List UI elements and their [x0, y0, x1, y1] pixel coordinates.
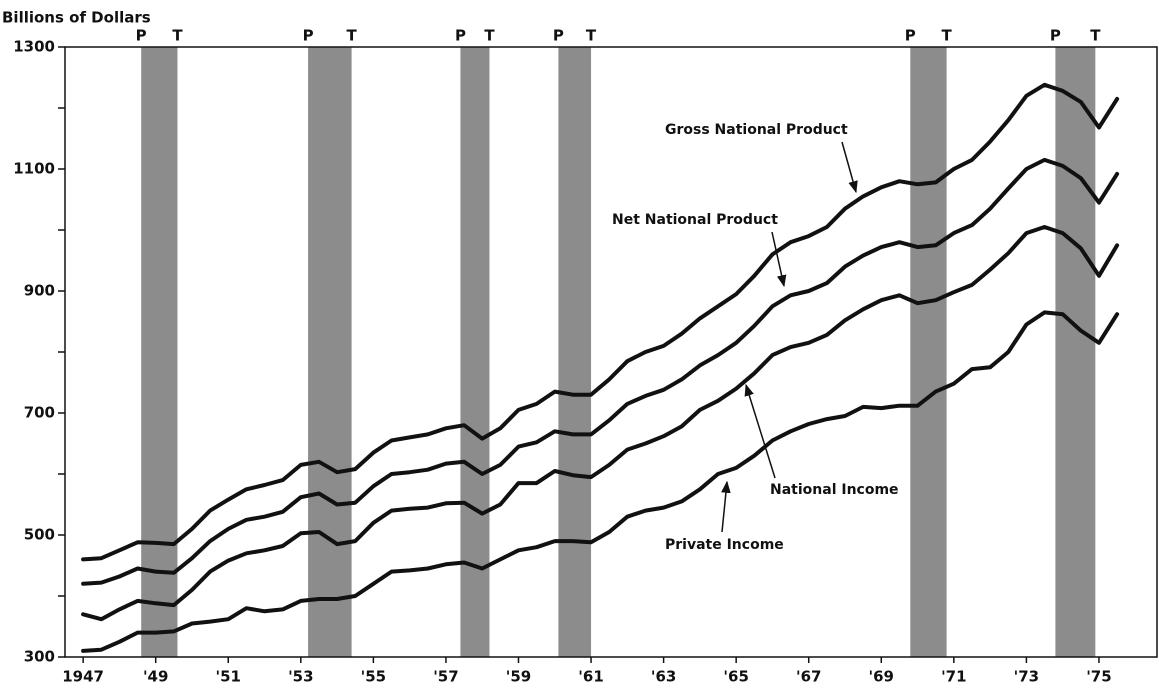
x-tick-label: '51 — [216, 668, 241, 686]
trough-label: T — [172, 27, 183, 45]
recession-band — [1055, 47, 1096, 657]
x-tick-label: '55 — [361, 668, 386, 686]
trough-label: T — [941, 27, 952, 45]
arrow — [771, 231, 787, 288]
y-tick-label: 900 — [24, 282, 55, 300]
x-tick-label: '63 — [651, 668, 676, 686]
x-tick-label: '67 — [796, 668, 821, 686]
x-tick-label: '57 — [433, 668, 458, 686]
x-tick-label: '53 — [288, 668, 313, 686]
x-tick-label: 1947 — [62, 668, 104, 686]
y-axis-label: Billions of Dollars — [2, 9, 151, 27]
y-tick-label: 500 — [24, 526, 55, 544]
series-line — [81, 157, 1120, 586]
series-line — [81, 82, 1120, 562]
recession-band — [141, 47, 178, 657]
recession-band — [460, 47, 490, 657]
arrow — [721, 480, 731, 533]
x-tick-label: '75 — [1086, 668, 1111, 686]
annotations: Gross National Product Net National Prod… — [612, 122, 899, 553]
peak-label: P — [303, 27, 314, 45]
trough-label: T — [1090, 27, 1101, 45]
recession-band — [308, 47, 352, 657]
arrow — [744, 383, 776, 479]
x-tick-label: '49 — [143, 668, 168, 686]
peak-label: P — [136, 27, 147, 45]
x-tick-label: '69 — [869, 668, 894, 686]
series-label: Gross National Product — [665, 122, 848, 138]
trough-label: T — [346, 27, 357, 45]
recession-bands — [141, 47, 1096, 657]
series-line — [81, 225, 1120, 622]
y-tick-label: 300 — [24, 648, 55, 666]
x-tick-label: '71 — [941, 668, 966, 686]
peak-label: P — [1050, 27, 1061, 45]
y-tick-label: 1100 — [13, 160, 55, 178]
peak-label: P — [553, 27, 564, 45]
series-line — [81, 310, 1120, 653]
trough-label: T — [586, 27, 597, 45]
x-tick-label: '61 — [578, 668, 603, 686]
x-tick-label: '59 — [506, 668, 531, 686]
trough-label: T — [484, 27, 495, 45]
peak-label: P — [905, 27, 916, 45]
series-label: National Income — [770, 482, 899, 498]
y-tick-label: 1300 — [13, 38, 55, 56]
arrow — [841, 141, 858, 194]
series-label: Private Income — [665, 537, 784, 553]
peak-label: P — [455, 27, 466, 45]
y-tick-label: 700 — [24, 404, 55, 422]
series-label: Net National Product — [612, 212, 778, 228]
x-tick-label: '73 — [1014, 668, 1039, 686]
x-tick-label: '65 — [723, 668, 748, 686]
recession-band — [558, 47, 592, 657]
recession-band — [910, 47, 947, 657]
